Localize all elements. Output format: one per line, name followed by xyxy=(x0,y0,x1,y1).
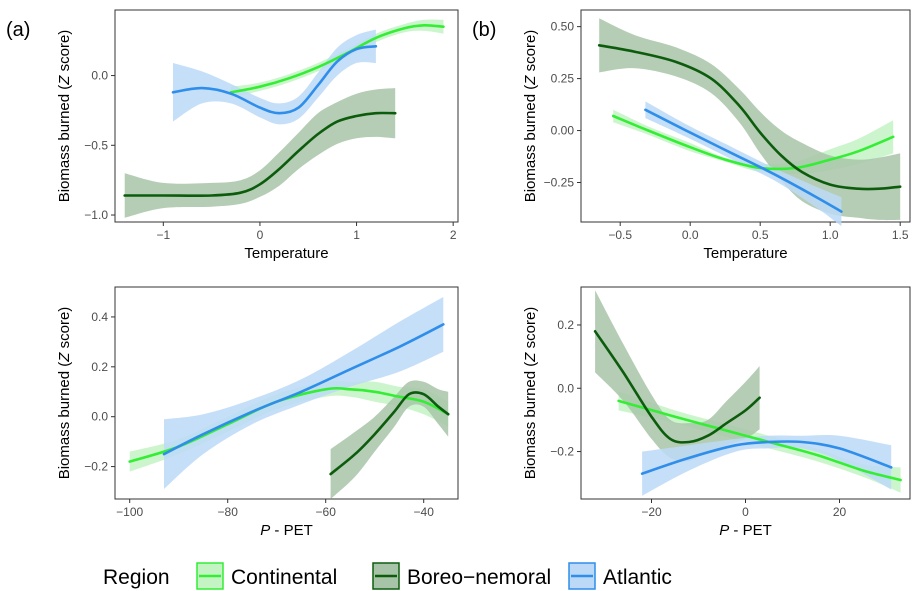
panel-a-bottom: −100 −80 −60 −40 −0.2 0.0 0.2 0.4 P - PET Biomass… xyxy=(56,286,459,539)
y-tick-label: 0.4 xyxy=(91,310,108,324)
y-axis-title: Biomass burned (Z score) xyxy=(522,307,539,480)
y-tick-label: −1.0 xyxy=(84,208,108,222)
x-tick-label: −1 xyxy=(156,228,170,242)
panel-b-bottom: −20 0 20 −0.2 0.0 0.2 P - PET Biomass burned (Z… xyxy=(522,286,911,539)
y-axis-title: Biomass burned (Z score) xyxy=(56,30,73,203)
confidence-band-boreo-nemoral xyxy=(595,290,760,462)
x-tick-label: 0.0 xyxy=(682,228,699,242)
x-tick-label: −40 xyxy=(414,505,435,519)
panel-border xyxy=(114,286,459,500)
confidence-band-atlantic xyxy=(642,434,892,496)
confidence-band-boreo-nemoral xyxy=(124,88,396,218)
x-tick-label: −60 xyxy=(316,505,337,519)
panel-border xyxy=(580,9,911,223)
confidence-band-boreo-nemoral xyxy=(330,380,449,499)
legend-item-atlantic: Atlantic xyxy=(568,562,672,590)
y-tick-label: 0.0 xyxy=(91,69,108,83)
series-line-boreo-nemoral xyxy=(329,391,450,476)
x-tick-label: −80 xyxy=(218,505,239,519)
x-tick-label: −0.5 xyxy=(608,228,632,242)
x-axis-title: Temperature xyxy=(703,245,787,262)
legend: Region Continental Boreo−nemoral Atlantic xyxy=(103,562,672,590)
x-tick-label: 1.5 xyxy=(892,228,909,242)
y-tick-label: −0.25 xyxy=(544,176,575,190)
panel-tag-b: (b) xyxy=(472,19,496,41)
panel-b-top: −0.5 0.0 0.5 1.0 1.5 −0.25 0.00 0.25 0.50 Tempera… xyxy=(522,9,911,262)
y-tick-label: −0.2 xyxy=(550,445,574,459)
y-tick-label: 0.2 xyxy=(557,318,574,332)
y-axis-title: Biomass burned (Z score) xyxy=(522,30,539,203)
series-line-boreo-nemoral xyxy=(593,330,761,444)
y-tick-label: 0.0 xyxy=(557,381,574,395)
legend-label: Boreo−nemoral xyxy=(407,566,551,589)
x-tick-label: 1.0 xyxy=(822,228,839,242)
panel-tag-a: (a) xyxy=(6,19,30,41)
legend-item-continental: Continental xyxy=(196,562,337,590)
y-tick-label: 0.2 xyxy=(91,360,108,374)
legend-label: Atlantic xyxy=(603,566,672,589)
x-tick-label: 2 xyxy=(450,228,457,242)
legend-label: Continental xyxy=(231,566,337,589)
y-axis-title: Biomass burned (Z score) xyxy=(56,307,73,480)
confidence-band-atlantic xyxy=(173,29,376,125)
x-tick-label: 20 xyxy=(833,505,847,519)
series-line-atlantic xyxy=(162,323,445,456)
y-tick-label: 0.50 xyxy=(551,20,575,34)
series-line-boreo-nemoral xyxy=(123,111,397,198)
y-tick-label: −0.5 xyxy=(84,138,108,152)
panels: −1 0 1 2 −1.0 −0.5 0.0 Temperature Biomass burne… xyxy=(56,9,911,539)
x-tick-label: −100 xyxy=(116,505,143,519)
series-line-boreo-nemoral xyxy=(597,44,902,191)
x-tick-label: 0.5 xyxy=(752,228,769,242)
x-tick-label: −20 xyxy=(641,505,662,519)
panel-border xyxy=(114,9,459,223)
series-line-atlantic xyxy=(640,440,893,475)
x-axis-title: P - PET xyxy=(719,522,772,539)
panel-a-top: −1 0 1 2 −1.0 −0.5 0.0 Temperature Biomass burne… xyxy=(56,9,459,262)
legend-title: Region xyxy=(103,566,170,589)
x-axis-title: Temperature xyxy=(244,245,328,262)
y-tick-label: 0.00 xyxy=(551,124,575,138)
series-line-continental xyxy=(128,386,450,463)
y-tick-label: 0.0 xyxy=(91,410,108,424)
x-axis-title: P - PET xyxy=(260,522,313,539)
series-line-atlantic xyxy=(171,45,378,115)
x-tick-label: 0 xyxy=(257,228,264,242)
x-tick-label: 0 xyxy=(742,505,749,519)
legend-item-boreo-nemoral: Boreo−nemoral xyxy=(372,562,551,590)
y-tick-label: −0.2 xyxy=(84,460,108,474)
y-tick-label: 0.25 xyxy=(551,72,575,86)
x-tick-label: 1 xyxy=(353,228,360,242)
series-line-atlantic xyxy=(644,108,843,213)
